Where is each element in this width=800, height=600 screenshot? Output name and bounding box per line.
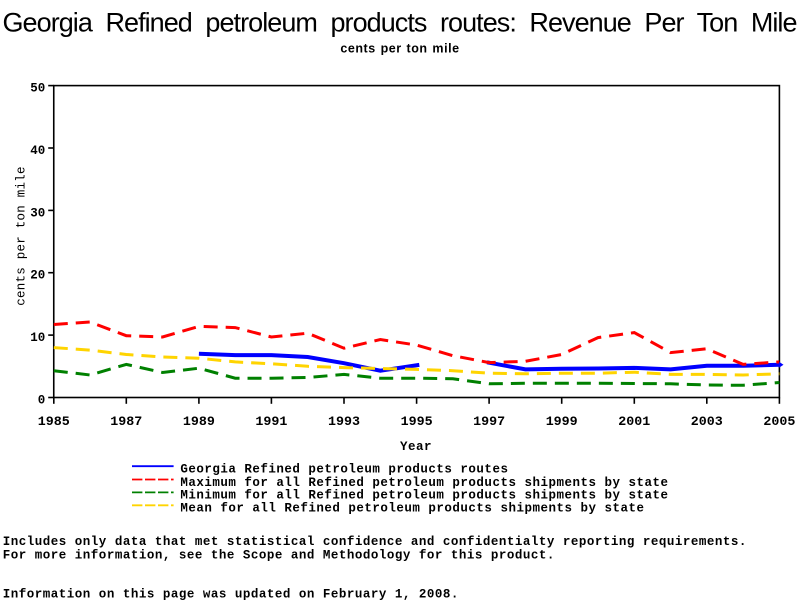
svg-text:2005: 2005 bbox=[763, 415, 795, 430]
svg-text:Minimum for all Refined petrol: Minimum for all Refined petroleum produc… bbox=[180, 489, 668, 503]
svg-text:Information on this page was u: Information on this page was updated on … bbox=[3, 588, 459, 600]
svg-text:Mean for all Refined petroleum: Mean for all Refined petroleum products … bbox=[180, 501, 644, 515]
svg-text:0: 0 bbox=[38, 393, 46, 407]
svg-text:Maximum for all Refined petrol: Maximum for all Refined petroleum produc… bbox=[180, 476, 668, 490]
svg-text:1997: 1997 bbox=[473, 415, 505, 430]
svg-text:2001: 2001 bbox=[618, 415, 650, 430]
svg-text:Georgia Refined petroleum prod: Georgia Refined petroleum products route… bbox=[3, 8, 798, 38]
svg-text:For more information, see the: For more information, see the Scope and … bbox=[3, 548, 555, 562]
svg-text:2003: 2003 bbox=[691, 415, 723, 430]
svg-text:Georgia Refined petroleum prod: Georgia Refined petroleum products route… bbox=[180, 463, 508, 477]
svg-text:50: 50 bbox=[30, 82, 45, 96]
svg-text:1985: 1985 bbox=[38, 415, 70, 430]
svg-text:cents per ton mile: cents per ton mile bbox=[15, 166, 29, 306]
svg-text:Year: Year bbox=[400, 440, 432, 454]
svg-text:30: 30 bbox=[30, 206, 45, 220]
svg-text:1989: 1989 bbox=[183, 415, 215, 430]
svg-text:Includes only data that met st: Includes only data that met statistical … bbox=[3, 535, 747, 549]
svg-text:1995: 1995 bbox=[401, 415, 433, 430]
svg-text:10: 10 bbox=[30, 331, 45, 345]
svg-text:1999: 1999 bbox=[546, 415, 578, 430]
svg-text:20: 20 bbox=[30, 269, 45, 283]
svg-text:1991: 1991 bbox=[255, 415, 287, 430]
svg-text:40: 40 bbox=[30, 144, 45, 158]
svg-text:1993: 1993 bbox=[328, 415, 360, 430]
svg-text:cents per ton mile: cents per ton mile bbox=[340, 41, 459, 55]
svg-text:1987: 1987 bbox=[110, 415, 142, 430]
